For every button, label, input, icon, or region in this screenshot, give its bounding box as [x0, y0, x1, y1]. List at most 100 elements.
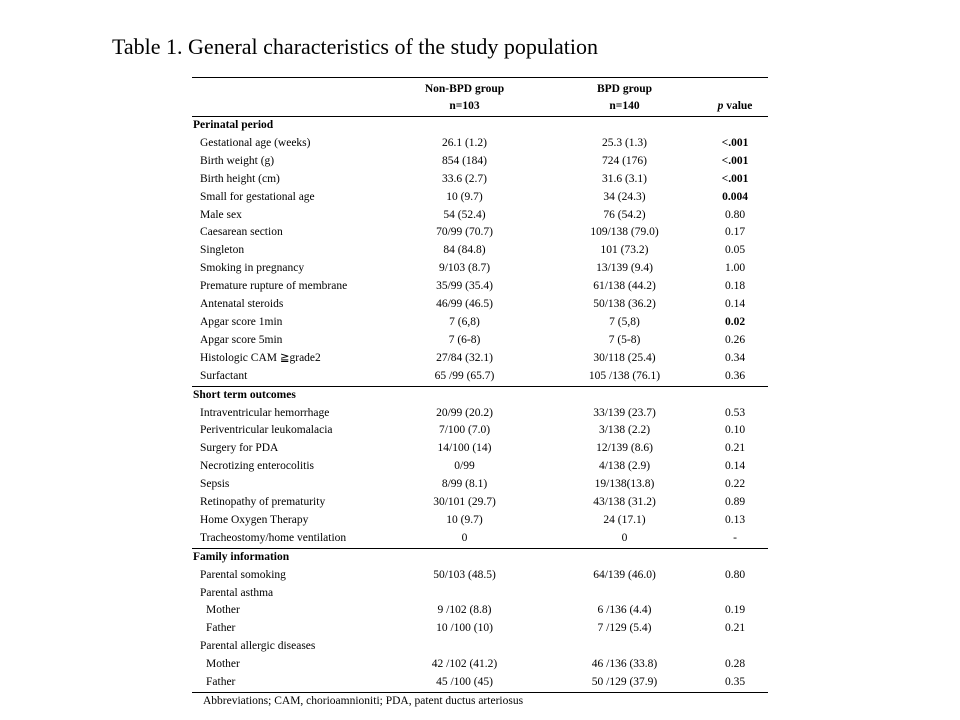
non-bpd-value: 26.1 (1.2) — [441, 136, 488, 149]
row-label: Birth weight (g) — [200, 154, 275, 167]
bpd-value: 101 (73.2) — [600, 244, 649, 257]
p-value: 0.28 — [724, 658, 746, 671]
bpd-value: 6 /136 (4.4) — [597, 604, 652, 617]
non-bpd-value: 0/99 — [454, 460, 475, 473]
non-bpd-value: 54 (52.4) — [443, 208, 486, 221]
p-value: 0.89 — [724, 496, 746, 509]
table-row: Parental somoking 50/103 (48.5) 64/139 (46… — [192, 567, 768, 585]
p-value: 0.14 — [724, 460, 746, 473]
table-row: Tracheostomy/home ventilation 0 0- — [192, 529, 768, 549]
header-p-blank — [702, 77, 768, 95]
row-label: Parental allergic diseases — [200, 640, 316, 653]
table-row: Male sex 54 (52.4) 76 (54.2) 0.80 — [192, 207, 768, 225]
row-label: Intraventricular hemorrhage — [200, 406, 330, 419]
header-p-value: p value — [702, 95, 768, 117]
table-row: Caesarean section 70/99 (70.7) 109/138 (79… — [192, 224, 768, 242]
header-row-2: n=103 n=140 p value — [192, 95, 768, 117]
table-row: Apgar score 5min 7 (6-8) 7 (5-8) 0.26 — [192, 332, 768, 350]
bpd-value: 7 (5-8) — [608, 333, 641, 346]
table-row: Periventricular leukomalacia 7/100 (7.0) 3… — [192, 422, 768, 440]
section-title: Short term outcomes — [193, 388, 296, 401]
non-bpd-value: 0 — [382, 529, 547, 549]
row-label: Premature rupture of membrane — [200, 280, 348, 293]
header-p-rest: value — [723, 99, 753, 112]
table-row: Birth weight (g) 854 (184) 724 (176) <.001 — [192, 153, 768, 171]
row-label: Parental asthma — [200, 586, 274, 599]
row-label: Father — [206, 622, 236, 635]
row-label: Singleton — [200, 244, 245, 257]
row-label: Apgar score 5min — [200, 333, 283, 346]
characteristics-table-container: Non-BPD group BPD group n=103 n=140 p va… — [192, 77, 768, 694]
bpd-value: 109/138 (79.0) — [590, 226, 659, 239]
non-bpd-value: 30/101 (29.7) — [433, 496, 496, 509]
header-bpd-group: BPD group — [547, 77, 702, 95]
table-title: Table 1. General characteristics of the … — [112, 34, 598, 59]
table-row: Premature rupture of membrane 35/99 (35.4… — [192, 278, 768, 296]
row-label: Necrotizing enterocolitis — [200, 460, 315, 473]
non-bpd-value: 8/99 (8.1) — [441, 478, 488, 491]
non-bpd-value: 50/103 (48.5) — [433, 568, 496, 581]
row-label: Sepsis — [200, 478, 230, 491]
p-value: <.001 — [721, 172, 749, 185]
bpd-value: 76 (54.2) — [603, 208, 646, 221]
table-row: Necrotizing enterocolitis 0/99 4/138 (2.9)… — [192, 458, 768, 476]
bpd-value: 3/138 (2.2) — [598, 424, 651, 437]
section-title: Perinatal period — [193, 119, 274, 131]
row-label: Apgar score 1min — [200, 315, 283, 328]
table-row: Smoking in pregnancy 9/103 (8.7) 13/139 (9… — [192, 260, 768, 278]
p-value: 1.00 — [724, 262, 746, 275]
section-title: Family information — [193, 550, 290, 563]
table-row: Father 10 /100 (10) 7 /129 (5.4) 0.21 — [192, 620, 768, 638]
bpd-value: 105 /138 (76.1) — [547, 367, 702, 387]
table-row: Gestational age (weeks) 26.1 (1.2) 25.3 (1… — [192, 135, 768, 153]
header-bpd-n: n=140 — [547, 95, 702, 117]
table-row: Birth height (cm) 33.6 (2.7) 31.6 (3.1) <.0… — [192, 171, 768, 189]
bpd-value: 34 (24.3) — [603, 190, 646, 203]
row-label: Mother — [206, 658, 240, 671]
section-header-row: Family information — [192, 548, 768, 566]
row-label: Father — [192, 674, 382, 694]
bpd-value: 24 (17.1) — [603, 513, 646, 526]
non-bpd-value: 20/99 (20.2) — [436, 406, 493, 419]
non-bpd-value: 7 (6,8) — [449, 315, 480, 328]
p-value: 0.19 — [724, 604, 746, 617]
row-label: Mother — [206, 604, 240, 617]
bpd-value: 33/139 (23.7) — [593, 406, 656, 419]
row-label: Home Oxygen Therapy — [200, 513, 309, 526]
non-bpd-value: 854 (184) — [441, 154, 488, 167]
p-value: 0.10 — [724, 424, 746, 437]
header-non-bpd-n: n=103 — [382, 95, 547, 117]
p-value: 0.53 — [724, 406, 746, 419]
bpd-value: 50/138 (36.2) — [593, 298, 656, 311]
row-label: Gestational age (weeks) — [200, 136, 311, 149]
p-value — [702, 585, 768, 603]
table-row: Father 45 /100 (45) 50 /129 (37.9) 0.35 — [192, 674, 768, 694]
p-value: 0.22 — [724, 478, 746, 491]
p-value: 0.35 — [702, 674, 768, 694]
bpd-value: 61/138 (44.2) — [593, 280, 656, 293]
p-value: 0.02 — [724, 315, 746, 328]
p-value: 0.21 — [724, 442, 746, 455]
row-label: Periventricular leukomalacia — [200, 424, 333, 437]
non-bpd-value: 10 (9.7) — [446, 513, 483, 526]
table-row: Retinopathy of prematurity 30/101 (29.7) 4… — [192, 494, 768, 512]
section-header-row: Perinatal period — [192, 117, 768, 135]
non-bpd-value: 70/99 (70.7) — [436, 226, 493, 239]
p-value: 0.18 — [724, 280, 746, 293]
table-row: Parental asthma — [192, 585, 768, 603]
row-label: Parental somoking — [200, 568, 286, 581]
header-non-bpd-group: Non-BPD group — [382, 77, 547, 95]
row-label: Histologic CAM ≧grade2 — [200, 351, 321, 364]
table-row: Apgar score 1min 7 (6,8) 7 (5,8) 0.02 — [192, 314, 768, 332]
abbreviations-footnote: Abbreviations; CAM, chorioamnioniti; PDA… — [203, 695, 524, 707]
table-row: Surfactant 65 /99 (65.7) 105 /138 (76.1) 0.… — [192, 367, 768, 387]
non-bpd-value: 46/99 (46.5) — [436, 298, 493, 311]
bpd-value: 30/118 (25.4) — [593, 351, 656, 364]
non-bpd-value: 7/100 (7.0) — [438, 424, 491, 437]
bpd-value: 724 (176) — [601, 154, 648, 167]
bpd-value: 19/138(13.8) — [594, 478, 655, 491]
non-bpd-value: 33.6 (2.7) — [441, 172, 488, 185]
bpd-value: 12/139 (8.6) — [596, 442, 653, 455]
row-label: Male sex — [200, 208, 242, 221]
bpd-value: 25.3 (1.3) — [601, 136, 648, 149]
